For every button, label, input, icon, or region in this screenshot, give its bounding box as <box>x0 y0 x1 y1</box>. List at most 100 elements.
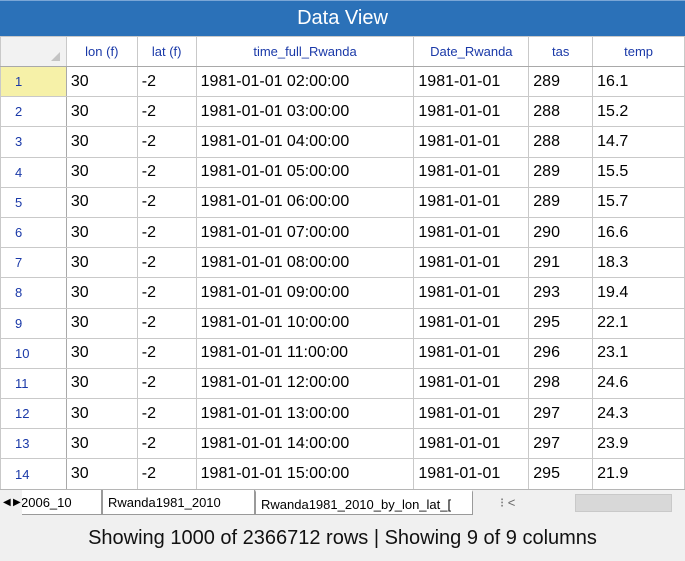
row-number[interactable]: 4 <box>0 156 67 188</box>
column-header-tas[interactable]: tas <box>528 36 594 67</box>
cell-lat[interactable]: -2 <box>136 277 197 309</box>
cell-tas[interactable]: 298 <box>528 367 594 400</box>
cell-date-rwanda[interactable]: 1981-01-01 <box>413 307 530 339</box>
horizontal-scrollbar[interactable] <box>575 494 672 512</box>
cell-temp[interactable]: 15.7 <box>592 186 685 218</box>
cell-lon[interactable]: 30 <box>65 216 138 249</box>
cell-temp[interactable]: 15.2 <box>592 96 685 128</box>
row-number[interactable]: 13 <box>0 428 67 460</box>
cell-lon[interactable]: 30 <box>65 96 138 128</box>
cell-time-full-rwanda[interactable]: 1981-01-01 03:00:00 <box>195 96 415 128</box>
row-number[interactable]: 3 <box>0 126 67 158</box>
cell-date-rwanda[interactable]: 1981-01-01 <box>413 428 530 460</box>
column-header-lon[interactable]: lon (f) <box>65 36 138 67</box>
cell-lat[interactable]: -2 <box>136 65 197 98</box>
tab-scroll-last-icon[interactable]: ▶ <box>13 497 21 508</box>
cell-time-full-rwanda[interactable]: 1981-01-01 10:00:00 <box>195 307 415 339</box>
cell-date-rwanda[interactable]: 1981-01-01 <box>413 277 530 309</box>
cell-date-rwanda[interactable]: 1981-01-01 <box>413 337 530 369</box>
cell-temp[interactable]: 21.9 <box>592 458 685 489</box>
cell-tas[interactable]: 295 <box>528 307 594 339</box>
table-row[interactable]: 3 30 -2 1981-01-01 04:00:00 1981-01-01 288 14.… <box>0 126 685 158</box>
cell-lon[interactable]: 30 <box>65 428 138 460</box>
row-number[interactable]: 2 <box>0 96 67 128</box>
cell-temp[interactable]: 23.1 <box>592 337 685 369</box>
row-number[interactable]: 11 <box>0 367 67 400</box>
cell-date-rwanda[interactable]: 1981-01-01 <box>413 398 530 430</box>
cell-time-full-rwanda[interactable]: 1981-01-01 04:00:00 <box>195 126 415 158</box>
table-row[interactable]: 10 30 -2 1981-01-01 11:00:00 1981-01-01 296 23… <box>0 337 685 369</box>
cell-temp[interactable]: 16.6 <box>592 216 685 249</box>
cell-lat[interactable]: -2 <box>136 307 197 339</box>
column-header-lat[interactable]: lat (f) <box>136 36 197 67</box>
cell-temp[interactable]: 18.3 <box>592 247 685 279</box>
table-row[interactable]: 4 30 -2 1981-01-01 05:00:00 1981-01-01 289 15.… <box>0 156 685 188</box>
cell-time-full-rwanda[interactable]: 1981-01-01 09:00:00 <box>195 277 415 309</box>
cell-lat[interactable]: -2 <box>136 458 197 489</box>
table-row[interactable]: 5 30 -2 1981-01-01 06:00:00 1981-01-01 289 15.… <box>0 186 685 218</box>
cell-lat[interactable]: -2 <box>136 156 197 188</box>
cell-date-rwanda[interactable]: 1981-01-01 <box>413 96 530 128</box>
row-number[interactable]: 14 <box>0 458 67 489</box>
column-header-temp[interactable]: temp <box>592 36 685 67</box>
row-number[interactable]: 9 <box>0 307 67 339</box>
table-row[interactable]: 7 30 -2 1981-01-01 08:00:00 1981-01-01 291 18.… <box>0 247 685 279</box>
cell-lon[interactable]: 30 <box>65 186 138 218</box>
cell-lon[interactable]: 30 <box>65 156 138 188</box>
cell-time-full-rwanda[interactable]: 1981-01-01 14:00:00 <box>195 428 415 460</box>
table-row[interactable]: 2 30 -2 1981-01-01 03:00:00 1981-01-01 288 15.… <box>0 96 685 128</box>
cell-lon[interactable]: 30 <box>65 65 138 98</box>
cell-lon[interactable]: 30 <box>65 247 138 279</box>
cell-lon[interactable]: 30 <box>65 126 138 158</box>
cell-lat[interactable]: -2 <box>136 126 197 158</box>
cell-tas[interactable]: 291 <box>528 247 594 279</box>
cell-temp[interactable]: 19.4 <box>592 277 685 309</box>
cell-date-rwanda[interactable]: 1981-01-01 <box>413 156 530 188</box>
column-header-date-rwanda[interactable]: Date_Rwanda <box>413 36 530 67</box>
table-row[interactable]: 9 30 -2 1981-01-01 10:00:00 1981-01-01 295 22.… <box>0 307 685 339</box>
cell-tas[interactable]: 290 <box>528 216 594 249</box>
row-number[interactable]: 8 <box>0 277 67 309</box>
cell-tas[interactable]: 288 <box>528 96 594 128</box>
cell-time-full-rwanda[interactable]: 1981-01-01 07:00:00 <box>195 216 415 249</box>
row-number[interactable]: 6 <box>0 216 67 249</box>
table-row[interactable]: 13 30 -2 1981-01-01 14:00:00 1981-01-01 297 23… <box>0 428 685 460</box>
cell-time-full-rwanda[interactable]: 1981-01-01 13:00:00 <box>195 398 415 430</box>
cell-lon[interactable]: 30 <box>65 307 138 339</box>
sheet-tab-rwanda1981-2010-by-lon-lat[interactable]: Rwanda1981_2010_by_lon_lat_[ <box>255 490 473 515</box>
cell-tas[interactable]: 289 <box>528 186 594 218</box>
cell-lon[interactable]: 30 <box>65 337 138 369</box>
cell-lon[interactable]: 30 <box>65 458 138 489</box>
cell-date-rwanda[interactable]: 1981-01-01 <box>413 65 530 98</box>
cell-lat[interactable]: -2 <box>136 428 197 460</box>
cell-time-full-rwanda[interactable]: 1981-01-01 15:00:00 <box>195 458 415 489</box>
row-number[interactable]: 5 <box>0 186 67 218</box>
tab-overflow-menu[interactable]: ⁝ < <box>500 495 516 510</box>
select-all-corner[interactable] <box>0 36 67 67</box>
cell-date-rwanda[interactable]: 1981-01-01 <box>413 458 530 489</box>
cell-time-full-rwanda[interactable]: 1981-01-01 06:00:00 <box>195 186 415 218</box>
cell-lat[interactable]: -2 <box>136 216 197 249</box>
cell-temp[interactable]: 22.1 <box>592 307 685 339</box>
cell-tas[interactable]: 295 <box>528 458 594 489</box>
table-row[interactable]: 12 30 -2 1981-01-01 13:00:00 1981-01-01 297 24… <box>0 398 685 430</box>
cell-date-rwanda[interactable]: 1981-01-01 <box>413 247 530 279</box>
cell-temp[interactable]: 24.6 <box>592 367 685 400</box>
cell-temp[interactable]: 23.9 <box>592 428 685 460</box>
row-number[interactable]: 1 <box>0 65 67 98</box>
table-row[interactable]: 6 30 -2 1981-01-01 07:00:00 1981-01-01 290 16.… <box>0 216 685 249</box>
cell-temp[interactable]: 15.5 <box>592 156 685 188</box>
cell-lat[interactable]: -2 <box>136 367 197 400</box>
cell-tas[interactable]: 288 <box>528 126 594 158</box>
cell-time-full-rwanda[interactable]: 1981-01-01 11:00:00 <box>195 337 415 369</box>
row-number[interactable]: 7 <box>0 247 67 279</box>
cell-lat[interactable]: -2 <box>136 96 197 128</box>
cell-temp[interactable]: 16.1 <box>592 65 685 98</box>
table-row[interactable]: 14 30 -2 1981-01-01 15:00:00 1981-01-01 295 21… <box>0 458 685 489</box>
cell-lat[interactable]: -2 <box>136 247 197 279</box>
sheet-tab-2006-10[interactable]: 2006_10 <box>22 490 102 515</box>
table-row[interactable]: 8 30 -2 1981-01-01 09:00:00 1981-01-01 293 19.… <box>0 277 685 309</box>
cell-time-full-rwanda[interactable]: 1981-01-01 02:00:00 <box>195 65 415 98</box>
row-number[interactable]: 10 <box>0 337 67 369</box>
cell-date-rwanda[interactable]: 1981-01-01 <box>413 126 530 158</box>
